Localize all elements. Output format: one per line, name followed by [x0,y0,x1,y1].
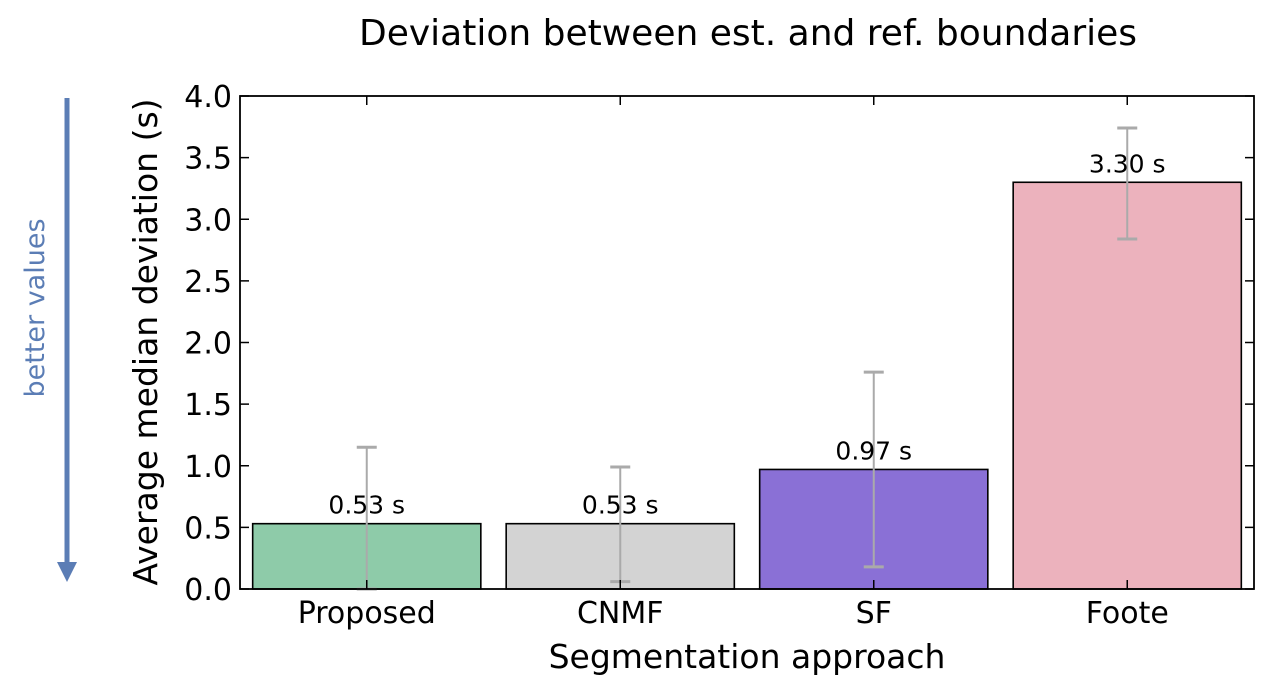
y-tick-label: 0.0 [184,573,232,608]
data-label: 0.53 s [582,491,659,520]
y-tick-label: 1.5 [184,388,232,423]
x-axis-ticks: Proposed CNMF SF Foote [298,96,1169,631]
y-tick-label: 3.5 [184,142,232,177]
data-label: 0.97 s [835,436,912,465]
data-labels: 0.53 s 0.53 s 0.97 s 3.30 s [328,149,1165,519]
better-values-annotation: better values [20,98,77,582]
y-tick-label: 3.0 [184,203,232,238]
y-tick-label: 2.0 [184,327,232,362]
data-label: 0.53 s [328,491,405,520]
data-label: 3.30 s [1089,149,1166,178]
y-tick-label: 1.0 [184,450,232,485]
y-axis-label: Average median deviation (s) [126,98,165,585]
x-tick-label: Proposed [298,596,436,631]
error-bars [356,126,1138,591]
bar-foote [1012,181,1243,590]
plot-area-frame [239,95,1255,590]
x-tick-label: Foote [1086,596,1169,631]
arrow-head-icon [57,562,77,582]
y-axis-ticks: 0.0 0.5 1.0 1.5 2.0 2.5 3.0 3.5 4.0 [184,80,1254,608]
y-tick-label: 4.0 [184,80,232,115]
bars [251,181,1243,590]
chart-title: Deviation between est. and ref. boundari… [359,13,1137,54]
better-values-label: better values [20,218,51,397]
x-tick-label: CNMF [577,596,664,631]
y-tick-label: 2.5 [184,265,232,300]
x-axis-label: Segmentation approach [549,637,946,676]
y-tick-label: 0.5 [184,511,232,546]
x-tick-label: SF [856,596,892,631]
